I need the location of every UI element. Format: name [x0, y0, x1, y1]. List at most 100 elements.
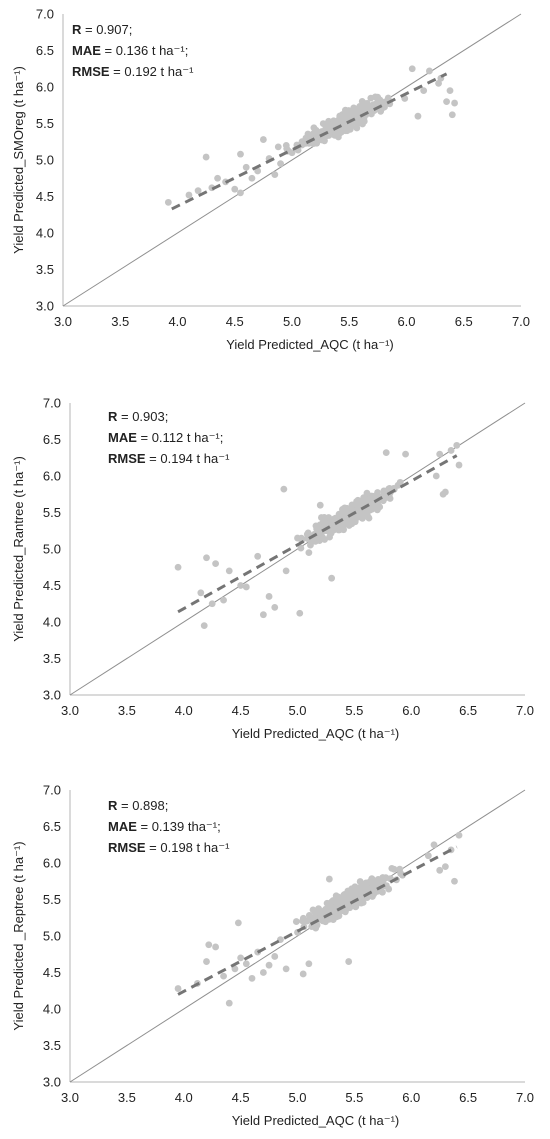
data-point	[365, 514, 373, 522]
data-point	[237, 582, 245, 589]
stat-r: R = 0.903;	[108, 409, 168, 424]
data-point	[325, 121, 333, 129]
x-tick-label: 3.5	[118, 1090, 136, 1105]
stat-r: R = 0.907;	[72, 22, 132, 37]
data-point	[351, 888, 359, 896]
data-point	[248, 974, 256, 982]
y-tick-label: 3.0	[43, 688, 61, 703]
data-point	[307, 537, 315, 545]
stat-value: = 0.194 t ha⁻¹	[146, 451, 231, 466]
data-point	[455, 461, 463, 469]
data-point	[436, 450, 444, 458]
y-tick-label: 7.0	[43, 396, 61, 411]
x-tick-label: 6.5	[455, 314, 473, 329]
x-tick-label: 6.0	[402, 703, 420, 718]
data-point	[388, 864, 396, 872]
chart-2: 3.0 3.5 4.0 4.5 5.0 5.5 6.0 6.5 7.0 3.0 3.5 4.0 4.5 5…	[11, 396, 534, 742]
data-point	[381, 103, 388, 111]
data-point	[443, 98, 450, 105]
data-point	[453, 441, 461, 449]
data-point	[320, 513, 328, 521]
y-tick-label: 4.5	[43, 578, 61, 593]
y-tick-label: 3.5	[43, 1038, 61, 1053]
data-point	[432, 472, 440, 480]
y-tick-label: 4.5	[43, 965, 61, 980]
data-point	[430, 841, 438, 849]
data-point	[254, 167, 262, 175]
data-point	[174, 563, 182, 571]
stat-rmse: RMSE = 0.198 t ha⁻¹	[108, 840, 230, 855]
data-point	[259, 611, 267, 619]
x-axis-label: Yield Predicted_AQC (t ha⁻¹)	[232, 726, 400, 741]
data-point	[164, 198, 172, 206]
data-point	[212, 560, 220, 567]
data-point	[225, 999, 233, 1007]
stat-value: = 0.192 t ha⁻¹	[110, 64, 195, 79]
stat-key: MAE	[108, 430, 137, 445]
data-point	[205, 941, 213, 949]
stat-mae: MAE = 0.112 t ha⁻¹;	[108, 430, 223, 445]
x-tick-label: 5.5	[340, 314, 358, 329]
data-point	[378, 98, 386, 106]
trendline	[171, 72, 448, 211]
stat-mae: MAE = 0.136 t ha⁻¹;	[72, 43, 188, 58]
x-tick-label: 6.5	[459, 703, 477, 718]
data-point	[368, 876, 376, 883]
data-point	[381, 874, 389, 882]
x-tick-label: 5.0	[283, 314, 301, 329]
y-tick-label: 6.5	[36, 43, 54, 58]
data-point	[185, 191, 193, 199]
stat-value: = 0.139 tha⁻¹;	[137, 819, 221, 834]
data-point	[325, 875, 333, 883]
trendline	[177, 454, 458, 614]
x-tick-label: 4.5	[232, 703, 250, 718]
data-point	[305, 549, 313, 557]
data-point	[294, 534, 301, 542]
y-tick-label: 6.5	[43, 432, 61, 447]
x-tick-label: 5.0	[288, 1090, 306, 1105]
data-point	[396, 478, 404, 486]
x-tick-label: 4.5	[232, 1090, 250, 1105]
data-point	[315, 523, 323, 531]
data-point	[426, 67, 433, 75]
y-tick-label: 5.5	[36, 116, 54, 131]
data-point	[259, 969, 267, 976]
y-tick-label: 6.0	[43, 469, 61, 484]
data-point	[271, 953, 279, 960]
data-point	[447, 447, 455, 454]
stat-value: = 0.198 t ha⁻¹	[146, 840, 231, 855]
y-tick-label: 4.0	[36, 226, 54, 241]
data-point	[381, 491, 389, 499]
data-point	[321, 519, 328, 527]
x-tick-label: 3.0	[54, 314, 72, 329]
data-point	[335, 894, 343, 902]
data-point	[174, 985, 182, 992]
data-point	[203, 958, 210, 965]
data-point	[344, 113, 352, 121]
data-point	[220, 972, 227, 980]
data-point	[237, 189, 244, 197]
x-tick-label: 3.5	[118, 703, 136, 718]
stat-r: R = 0.898;	[108, 798, 168, 813]
data-point	[254, 552, 262, 560]
data-point	[326, 902, 333, 910]
data-point	[208, 600, 216, 608]
x-axis-label: Yield Predicted_AQC (t ha⁻¹)	[232, 1113, 400, 1128]
data-point	[242, 163, 250, 171]
y-tick-label: 3.5	[36, 262, 54, 277]
data-point	[446, 87, 454, 95]
data-point	[282, 965, 290, 973]
stat-value: = 0.136 t ha⁻¹;	[101, 43, 188, 58]
data-point	[328, 516, 335, 524]
data-point	[351, 515, 359, 523]
stat-rmse: RMSE = 0.194 t ha⁻¹	[108, 451, 230, 466]
stat-value: = 0.112 t ha⁻¹;	[137, 430, 223, 445]
x-tick-label: 6.0	[397, 314, 415, 329]
y-tick-label: 7.0	[43, 783, 61, 798]
data-point	[234, 919, 242, 927]
data-point	[359, 514, 366, 522]
data-point	[242, 960, 250, 968]
data-point	[334, 912, 342, 920]
data-point	[369, 493, 377, 501]
data-point	[202, 153, 210, 161]
